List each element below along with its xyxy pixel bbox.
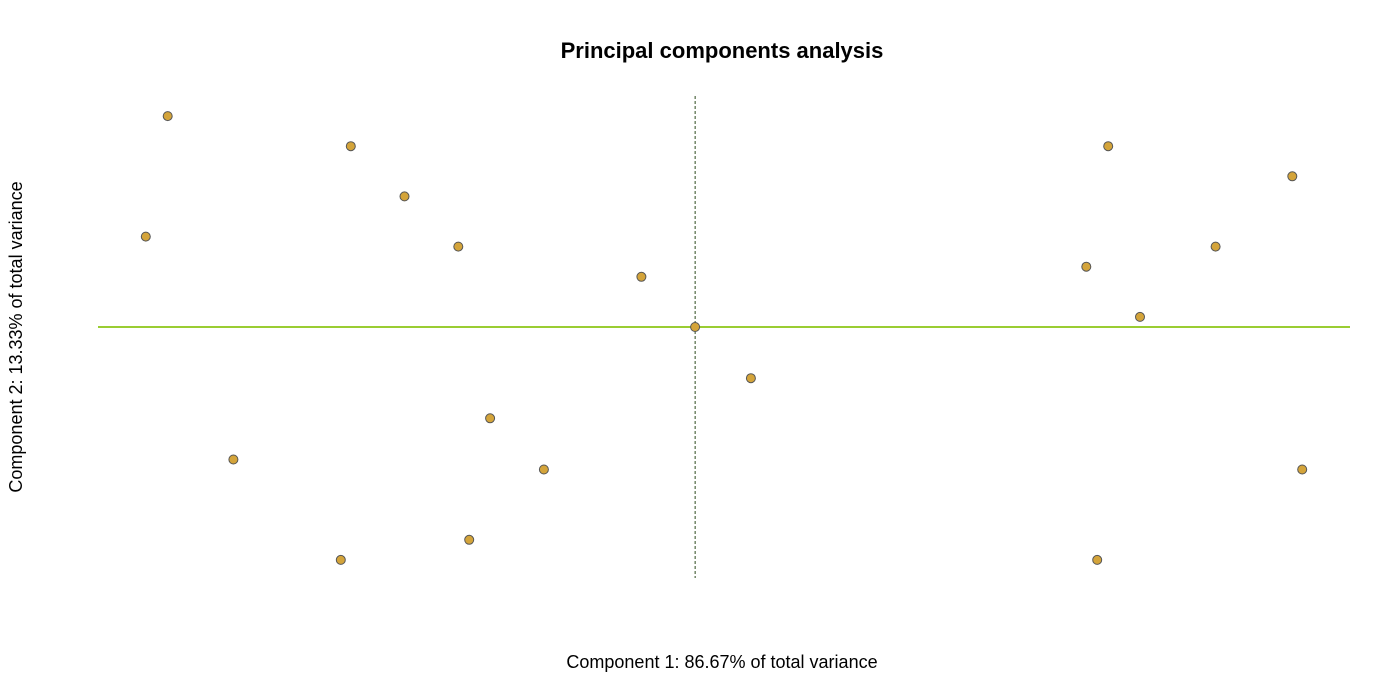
- x-axis-label: Component 1: 86.67% of total variance: [566, 652, 877, 672]
- data-point-14: [1103, 141, 1114, 152]
- data-point-3: [399, 191, 410, 202]
- data-point-17: [1081, 261, 1092, 272]
- data-point-13: [464, 534, 475, 545]
- data-point-6: [636, 271, 647, 282]
- data-point-9: [485, 413, 496, 424]
- data-points: [140, 111, 1308, 565]
- data-point-5: [453, 241, 464, 252]
- data-point-8: [745, 373, 756, 384]
- data-point-19: [1297, 464, 1308, 475]
- data-point-15: [1287, 171, 1298, 182]
- reference-lines: [98, 96, 1350, 578]
- chart-title: Principal components analysis: [561, 38, 884, 63]
- data-point-18: [1135, 311, 1145, 322]
- y-axis-label: Component 2: 13.33% of total variance: [6, 181, 26, 492]
- data-point-11: [538, 464, 549, 475]
- data-point-1: [162, 111, 173, 122]
- data-point-2: [345, 141, 356, 152]
- data-point-7: [690, 322, 701, 332]
- data-point-4: [140, 231, 151, 242]
- data-point-10: [228, 454, 239, 465]
- data-point-12: [335, 554, 346, 565]
- data-point-20: [1092, 554, 1103, 565]
- data-point-16: [1210, 241, 1221, 252]
